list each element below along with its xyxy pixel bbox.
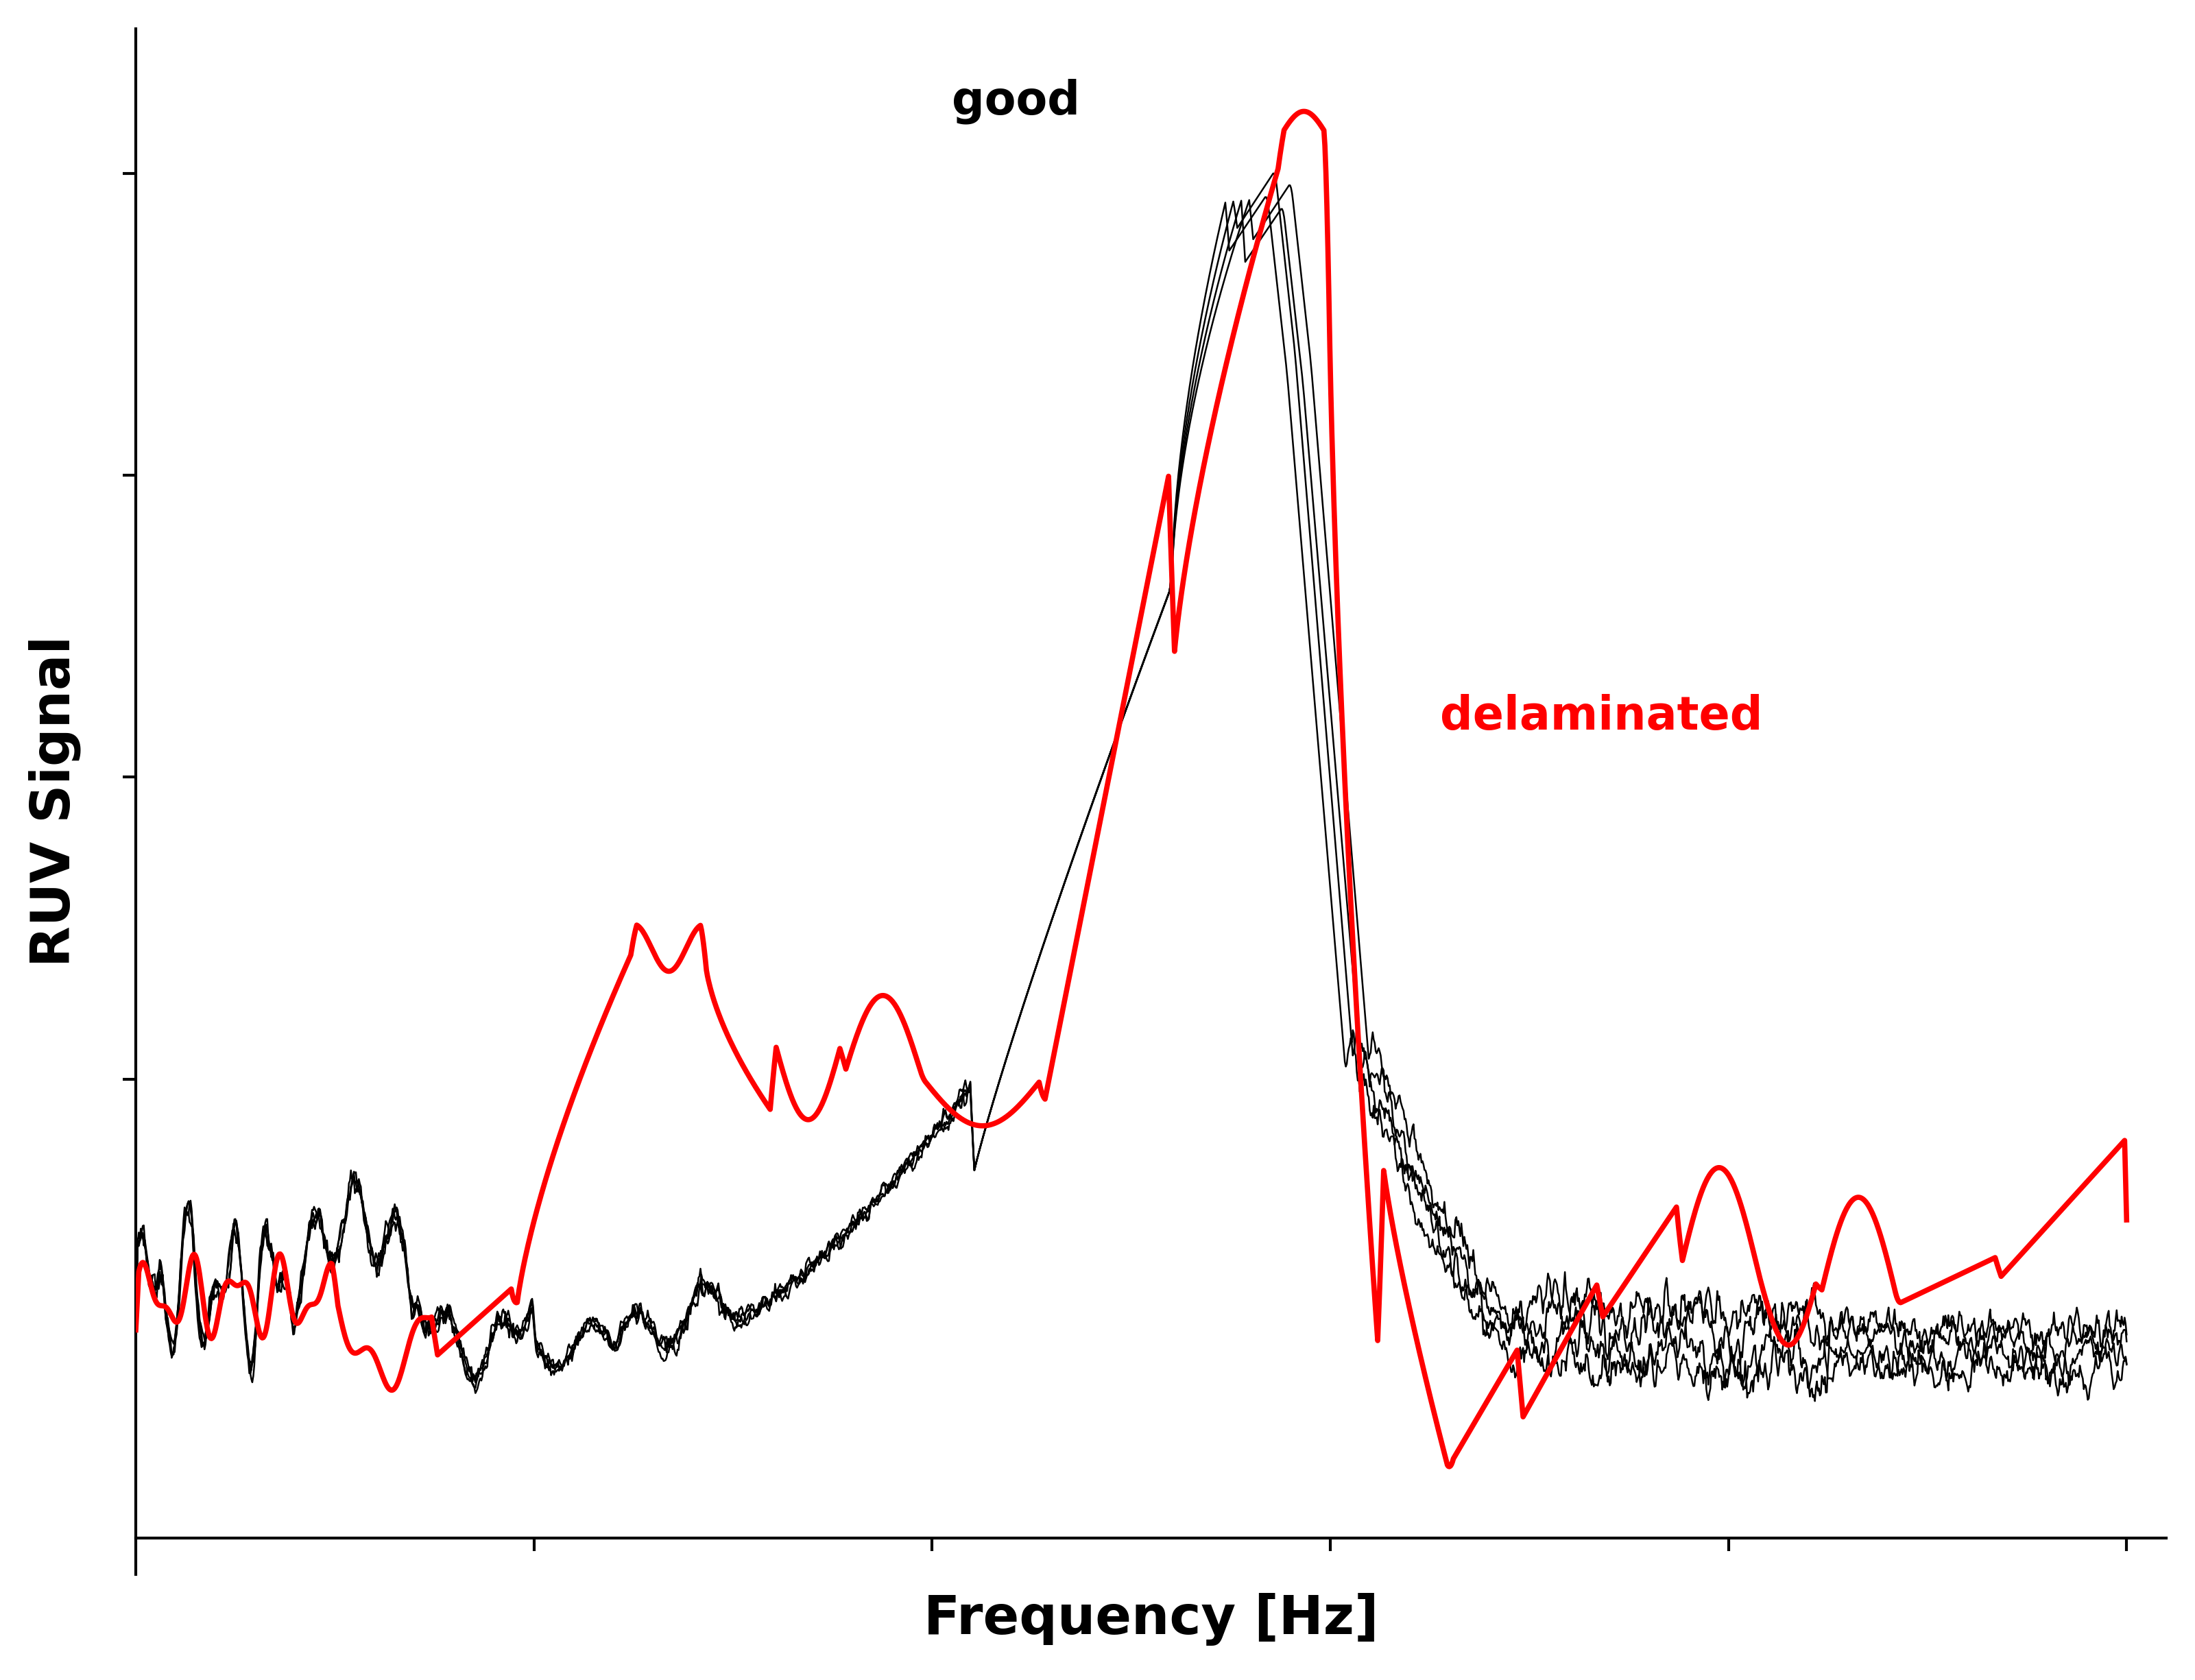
X-axis label: Frequency [Hz]: Frequency [Hz] xyxy=(924,1593,1378,1645)
Y-axis label: RUV Signal: RUV Signal xyxy=(29,635,81,968)
Text: good: good xyxy=(953,79,1080,124)
Text: delaminated: delaminated xyxy=(1440,694,1763,739)
